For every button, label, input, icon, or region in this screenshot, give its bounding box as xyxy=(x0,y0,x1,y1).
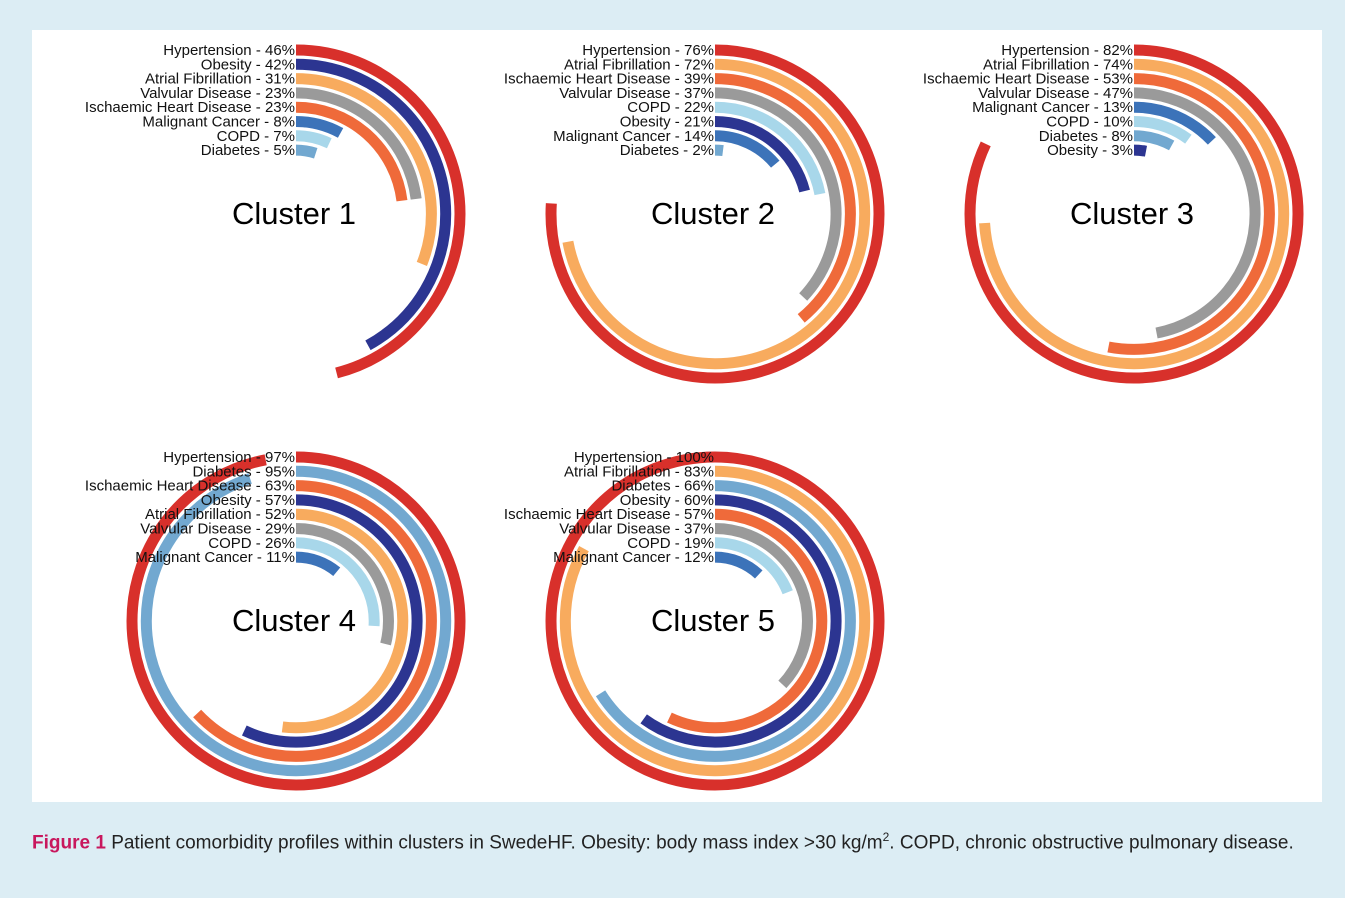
ring-bar xyxy=(645,144,785,284)
caption-text-end: . COPD, chronic obstructive pulmonary di… xyxy=(889,832,1294,854)
ring-label: Atrial Fibrillation - 52% xyxy=(145,506,295,523)
ring-label: Atrial Fibrillation - 31% xyxy=(145,71,295,88)
ring-label: Diabetes - 95% xyxy=(192,463,295,480)
ring-label: Atrial Fibrillation - 83% xyxy=(564,463,714,480)
caption: Figure 1 Patient comorbidity profiles wi… xyxy=(32,823,1322,857)
ring-bar xyxy=(545,451,885,791)
ring-bar xyxy=(574,73,856,355)
ring-bar xyxy=(212,130,380,298)
ring-label: Ischaemic Heart Disease - 39% xyxy=(504,71,714,88)
ring-bar xyxy=(169,494,423,748)
ring-bar xyxy=(588,87,842,341)
ring-label: Hypertension - 97% xyxy=(163,449,295,466)
ring-bar xyxy=(631,537,799,705)
caption-label: Figure 1 xyxy=(32,832,106,854)
ring-bar xyxy=(964,44,1304,384)
ring-label: Ischaemic Heart Disease - 63% xyxy=(85,478,295,495)
caption-superscript: 2 xyxy=(882,830,890,844)
ring-bar xyxy=(183,101,409,327)
ring-label: Malignant Cancer - 12% xyxy=(553,549,714,566)
chart: Hypertension - 46%Obesity - 42%Atrial Fi… xyxy=(85,42,1304,791)
caption-text: Patient comorbidity profiles within clus… xyxy=(111,832,883,854)
ring-bar xyxy=(198,116,394,312)
ring-bar xyxy=(645,551,785,691)
ring-label: COPD - 10% xyxy=(1046,113,1133,130)
ring-bar xyxy=(212,537,380,705)
cluster-title: Cluster 4 xyxy=(232,603,356,638)
ring-bar xyxy=(1007,87,1261,341)
cluster-title: Cluster 2 xyxy=(651,196,775,231)
ring-label: Valvular Disease - 29% xyxy=(140,520,295,537)
ring-bar xyxy=(559,58,871,370)
ring-bar xyxy=(155,480,437,762)
ring-label: Hypertension - 76% xyxy=(582,42,714,59)
ring-label: Diabetes - 2% xyxy=(620,142,714,159)
figure-panel xyxy=(32,30,1322,802)
ring-bar xyxy=(1036,116,1232,312)
ring-label: COPD - 22% xyxy=(627,99,714,116)
ring-label: Atrial Fibrillation - 72% xyxy=(564,56,714,73)
ring-label: Obesity - 60% xyxy=(620,492,714,509)
ring-label: Ischaemic Heart Disease - 57% xyxy=(504,506,714,523)
ring-bar xyxy=(545,44,885,384)
ring-label: Obesity - 3% xyxy=(1047,142,1133,159)
ring-bar xyxy=(993,73,1275,355)
ring-label: Diabetes - 5% xyxy=(201,142,295,159)
ring-bar xyxy=(183,508,409,734)
ring-label: Malignant Cancer - 13% xyxy=(972,99,1133,116)
ring-label: Valvular Disease - 47% xyxy=(978,85,1133,102)
cluster-title: Cluster 1 xyxy=(232,196,356,231)
ring-bar xyxy=(602,508,828,734)
ring-bar xyxy=(617,523,813,719)
ring-bar xyxy=(588,494,842,748)
ring-bar xyxy=(602,101,828,327)
ring-bar xyxy=(1021,101,1247,327)
ring-bar xyxy=(617,116,813,312)
ring-label: COPD - 26% xyxy=(208,535,295,552)
ring-bar xyxy=(1064,144,1204,284)
ring-label: COPD - 19% xyxy=(627,535,714,552)
ring-label: Valvular Disease - 37% xyxy=(559,520,714,537)
ring-label: Malignant Cancer - 14% xyxy=(553,128,714,145)
ring-label: Ischaemic Heart Disease - 53% xyxy=(923,71,1133,88)
ring-bar xyxy=(155,73,437,355)
ring-label: Obesity - 21% xyxy=(620,113,714,130)
ring-label: Valvular Disease - 37% xyxy=(559,85,714,102)
ring-label: Hypertension - 46% xyxy=(163,42,295,59)
ring-bar xyxy=(140,465,452,777)
ring-label: Diabetes - 66% xyxy=(611,478,714,495)
ring-bar xyxy=(559,465,871,777)
ring-bar xyxy=(126,44,466,384)
ring-bar xyxy=(978,58,1290,370)
ring-label: Obesity - 57% xyxy=(201,492,295,509)
ring-label: Diabetes - 8% xyxy=(1039,128,1133,145)
ring-label: COPD - 7% xyxy=(217,128,295,145)
ring-label: Hypertension - 82% xyxy=(1001,42,1133,59)
ring-bar xyxy=(140,58,452,370)
ring-label: Obesity - 42% xyxy=(201,56,295,73)
ring-label: Malignant Cancer - 11% xyxy=(135,549,295,566)
ring-bar xyxy=(1050,130,1218,298)
cluster-title: Cluster 3 xyxy=(1070,196,1194,231)
ring-label: Hypertension - 100% xyxy=(574,449,714,466)
ring-bar xyxy=(574,480,856,762)
ring-label: Malignant Cancer - 8% xyxy=(142,113,295,130)
cluster-title: Cluster 5 xyxy=(651,603,775,638)
ring-bar xyxy=(169,87,423,341)
ring-label: Atrial Fibrillation - 74% xyxy=(983,56,1133,73)
ring-bar xyxy=(226,144,366,284)
ring-label: Valvular Disease - 23% xyxy=(140,85,295,102)
ring-label: Ischaemic Heart Disease - 23% xyxy=(85,99,295,116)
ring-bar xyxy=(126,451,466,791)
ring-bar xyxy=(226,551,366,691)
ring-bar xyxy=(198,523,394,719)
